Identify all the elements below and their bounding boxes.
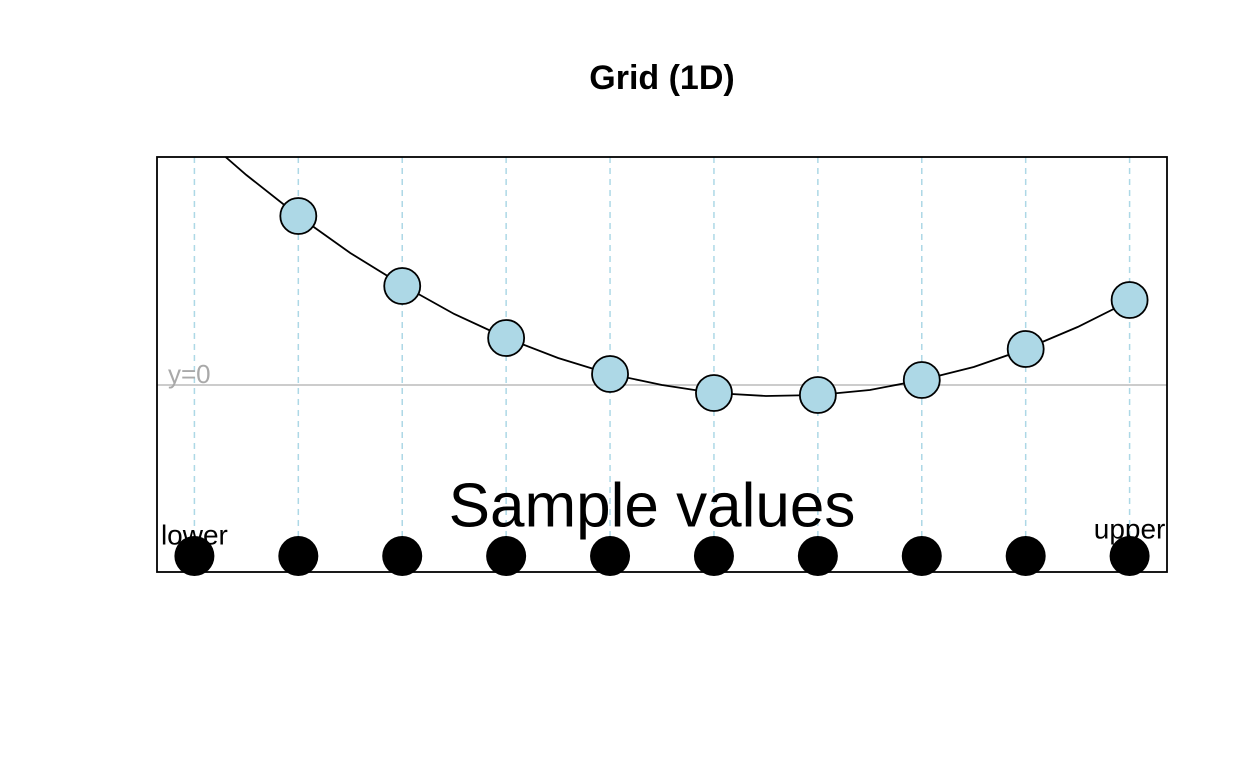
sample-dot <box>486 536 527 576</box>
annotation: Sample values <box>449 471 856 540</box>
point <box>591 355 629 393</box>
sample-dot <box>382 536 423 576</box>
sample-dot <box>590 536 631 576</box>
point <box>279 197 318 235</box>
point <box>1110 281 1149 319</box>
point <box>695 374 733 412</box>
sample-dot <box>693 536 734 576</box>
point <box>487 319 526 357</box>
sample-dot <box>1109 536 1150 576</box>
sample-dot <box>797 536 838 576</box>
plot-frame <box>156 156 1168 573</box>
sample-dot <box>174 536 215 576</box>
point <box>383 267 422 305</box>
point <box>798 376 837 414</box>
sample-dot <box>1005 536 1046 576</box>
chart-title: Grid (1D) <box>589 59 734 97</box>
point <box>902 361 941 399</box>
curve <box>224 157 1130 397</box>
sample-dot <box>901 536 942 576</box>
sample-dot <box>278 536 319 576</box>
reference-label: y=0 <box>168 359 211 389</box>
point <box>1006 330 1045 368</box>
